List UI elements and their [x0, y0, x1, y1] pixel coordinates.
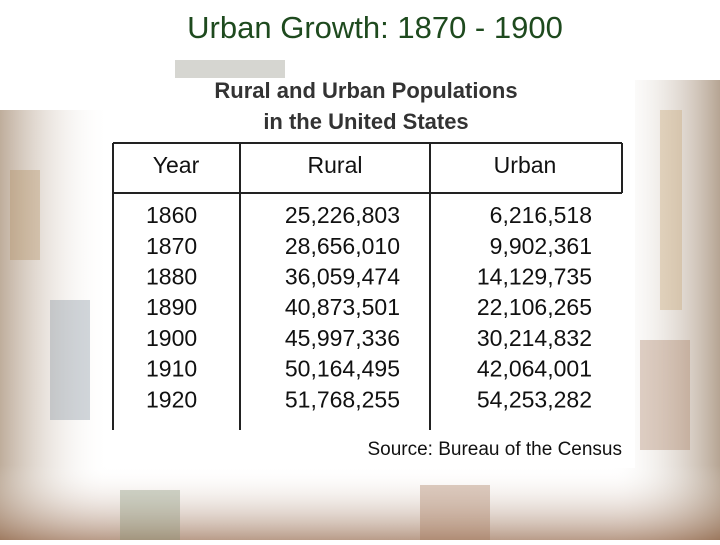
table-cell: 1860 [146, 202, 197, 228]
column-header: Rural [308, 152, 363, 178]
table-title: in the United States [263, 109, 468, 134]
table-cell: 40,873,501 [285, 294, 400, 320]
table-cell: 1920 [146, 386, 197, 412]
table-cell: 14,129,735 [477, 263, 592, 289]
table-cell: 51,768,255 [285, 386, 400, 412]
table-title: Rural and Urban Populations [214, 78, 517, 103]
background-collage [0, 60, 720, 540]
table-grid [112, 142, 623, 430]
table-cell: 1900 [146, 325, 197, 351]
slide-title: Urban Growth: 1870 - 1900 [187, 10, 563, 45]
table-cell: 30,214,832 [477, 325, 592, 351]
table-cell: 42,064,001 [477, 356, 592, 382]
table-cell: 28,656,010 [285, 233, 400, 259]
table-cell: 22,106,265 [477, 294, 592, 320]
source-note: Source: Bureau of the Census [367, 439, 622, 460]
table-cell: 54,253,282 [477, 386, 592, 412]
table-cell: 50,164,495 [285, 356, 400, 382]
table-cell: 1890 [146, 294, 197, 320]
table-cell: 45,997,336 [285, 325, 400, 351]
table-cell: 9,902,361 [490, 233, 592, 259]
table-cell: 25,226,803 [285, 202, 400, 228]
column-header: Year [153, 152, 200, 178]
column-header: Urban [494, 152, 557, 178]
table-cell: 1870 [146, 233, 197, 259]
table-cell: 6,216,518 [490, 202, 592, 228]
table-cell: 1880 [146, 263, 197, 289]
table-cell: 36,059,474 [285, 263, 400, 289]
table-cell: 1910 [146, 356, 197, 382]
